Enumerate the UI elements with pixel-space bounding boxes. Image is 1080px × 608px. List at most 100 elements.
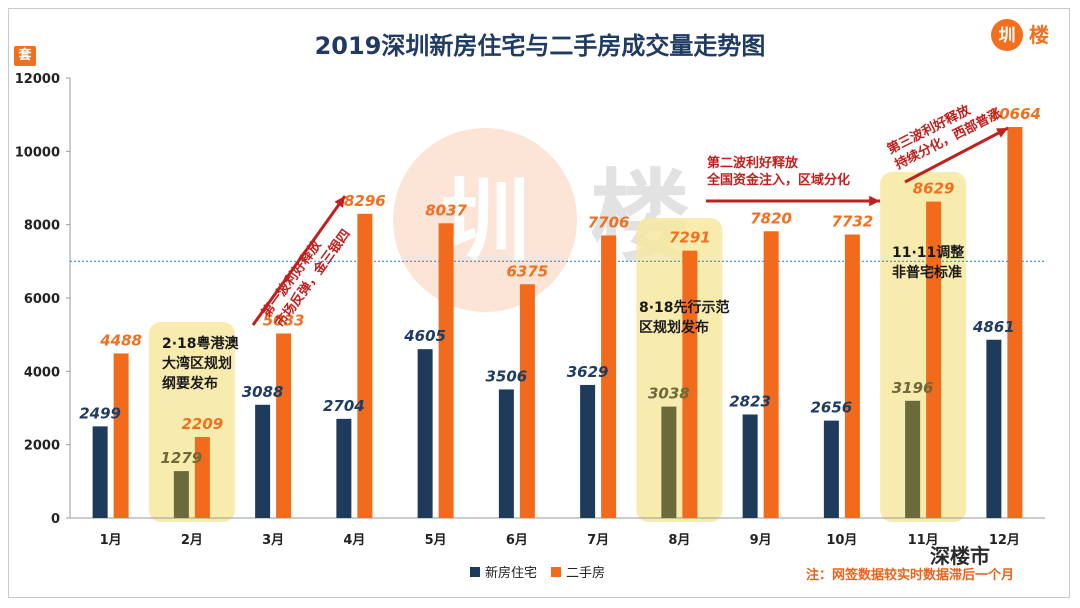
x-tick-label: 9月 [750,533,772,548]
legend-swatch-second [551,566,562,577]
bar-new-3月 [255,404,271,518]
bar-new-11月 [905,400,921,518]
data-label-second: 8037 [425,201,467,219]
data-label-new: 3629 [567,363,609,381]
data-label-second: 7706 [588,213,630,231]
data-label-new: 3506 [486,367,528,385]
data-label-second: 7820 [750,209,792,227]
data-note: 注：网签数据较实时数据滞后一个月 [806,568,1015,583]
annotation-wave-2: 第二波利好释放 [707,155,799,171]
x-tick-label: 5月 [425,533,447,548]
bar-second-3月 [276,333,292,518]
x-tick-label: 2月 [181,533,203,548]
x-tick-label: 6月 [506,533,528,548]
highlight-box-2 [636,218,723,522]
bar-second-10月 [844,234,860,518]
data-label-second: 8629 [913,180,955,198]
y-tick-label: 8000 [24,219,60,234]
brand-logo: 圳 楼 [991,19,1049,51]
data-label-new: 2499 [79,404,121,422]
annotation-arrow-3-head [996,128,1008,138]
svg-text:楼: 楼 [1029,23,1049,47]
data-label-new: 2704 [323,397,365,415]
annotation-218: 大湾区规划 [162,355,232,372]
legend-swatch-new [470,566,480,577]
legend-label-new: 新房住宅 [485,566,538,581]
bar-second-11月 [926,201,942,518]
y-tick-label: 12000 [15,72,60,87]
bar-second-8月 [682,250,698,518]
legend-item-second: 二手房 [551,562,605,581]
data-label-second: 4488 [99,331,142,349]
highlight-box-3 [880,172,967,522]
annotation-arrow-1 [251,195,347,326]
bar-second-5月 [438,223,454,518]
y-tick-label: 6000 [24,292,60,307]
data-label-new: 3196 [892,379,934,397]
annotation-818: 区规划发布 [639,319,709,336]
data-label-new: 1279 [161,449,203,467]
annotation-1111: 非普宅标准 [892,264,962,281]
x-tick-label: 4月 [343,533,365,548]
x-tick-label: 1月 [100,533,122,548]
annotation-arrow-1-head [334,196,345,208]
data-label-second: 5033 [263,311,305,329]
x-tick-label: 3月 [262,533,284,548]
annotation-arrow-2-head [869,195,880,207]
annotation-218: 纲要发布 [162,375,218,392]
highlight-box-1 [148,322,235,522]
bar-new-6月 [498,389,514,518]
x-tick-label: 8月 [668,533,690,548]
bar-new-2月 [173,471,189,518]
x-tick-label: 11月 [908,533,939,548]
data-label-new: 4861 [972,318,1015,336]
bar-second-1月 [113,353,129,518]
bar-second-6月 [519,284,535,518]
x-tick-label: 10月 [826,533,857,548]
data-label-second: 7732 [832,212,874,230]
x-tick-label: 12月 [989,533,1020,548]
legend-label-second: 二手房 [566,566,606,581]
y-tick-label: 0 [51,512,60,527]
chart-title: 2019深圳新房住宅与二手房成交量走势图 [314,32,766,60]
bar-new-9月 [742,414,758,518]
bar-second-12月 [1007,126,1023,518]
data-label-second: 2209 [182,415,224,433]
bar-new-12月 [986,339,1002,518]
bar-second-4月 [357,213,373,518]
svg-text:圳: 圳 [440,169,530,274]
bar-second-9月 [763,231,779,518]
x-tick-label: 7月 [587,533,609,548]
annotation-1111: 11·11调整 [892,244,965,261]
data-label-new: 3088 [242,383,284,401]
data-label-second: 8296 [344,192,386,210]
wechat-watermark: 深楼市 [930,544,990,568]
data-label-new: 4605 [403,327,446,345]
bar-new-4月 [336,418,352,518]
annotation-arrow-3 [904,126,1009,184]
logo-text: 圳 [999,26,1016,46]
annotation-218: 2·18粤港澳 [162,335,240,352]
y-tick-label: 10000 [15,145,60,160]
data-label-second: 10664 [989,105,1041,123]
data-label-new: 2823 [729,392,771,410]
unit-badge: 套 [14,46,36,66]
bar-new-7月 [580,384,596,518]
bar-new-5月 [417,349,433,518]
y-tick-label: 4000 [24,365,60,380]
data-label-second: 7291 [669,229,711,247]
data-label-new: 2656 [811,399,853,417]
legend: 新房住宅 二手房 [470,562,605,581]
bar-new-1月 [92,426,108,518]
bar-new-10月 [823,420,839,518]
annotation-818: 8·18先行示范 [639,299,730,316]
bar-second-2月 [194,437,210,518]
bar-new-8月 [661,406,677,518]
y-tick-label: 2000 [24,439,60,454]
data-label-new: 3038 [648,385,690,403]
data-label-second: 6375 [507,262,549,280]
bar-second-7月 [601,235,617,519]
annotation-wave-2: 全国资金注入，区域分化 [706,172,850,188]
